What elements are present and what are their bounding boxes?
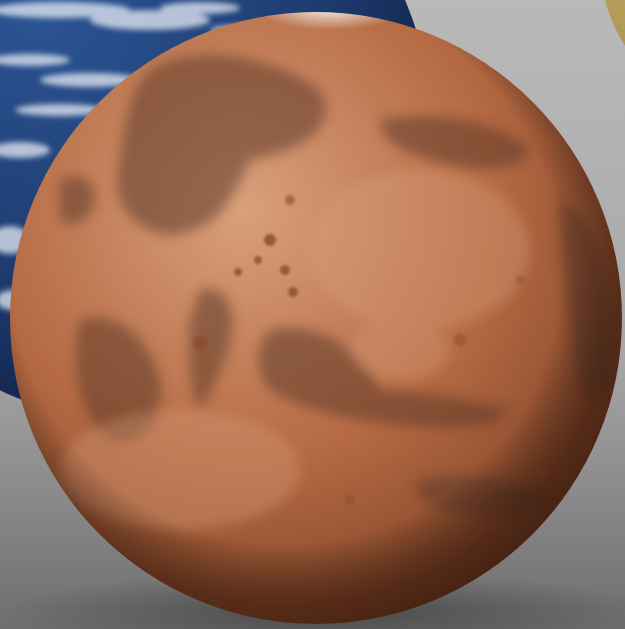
third-planet (605, 0, 625, 46)
mars-planet-icon (10, 12, 622, 624)
